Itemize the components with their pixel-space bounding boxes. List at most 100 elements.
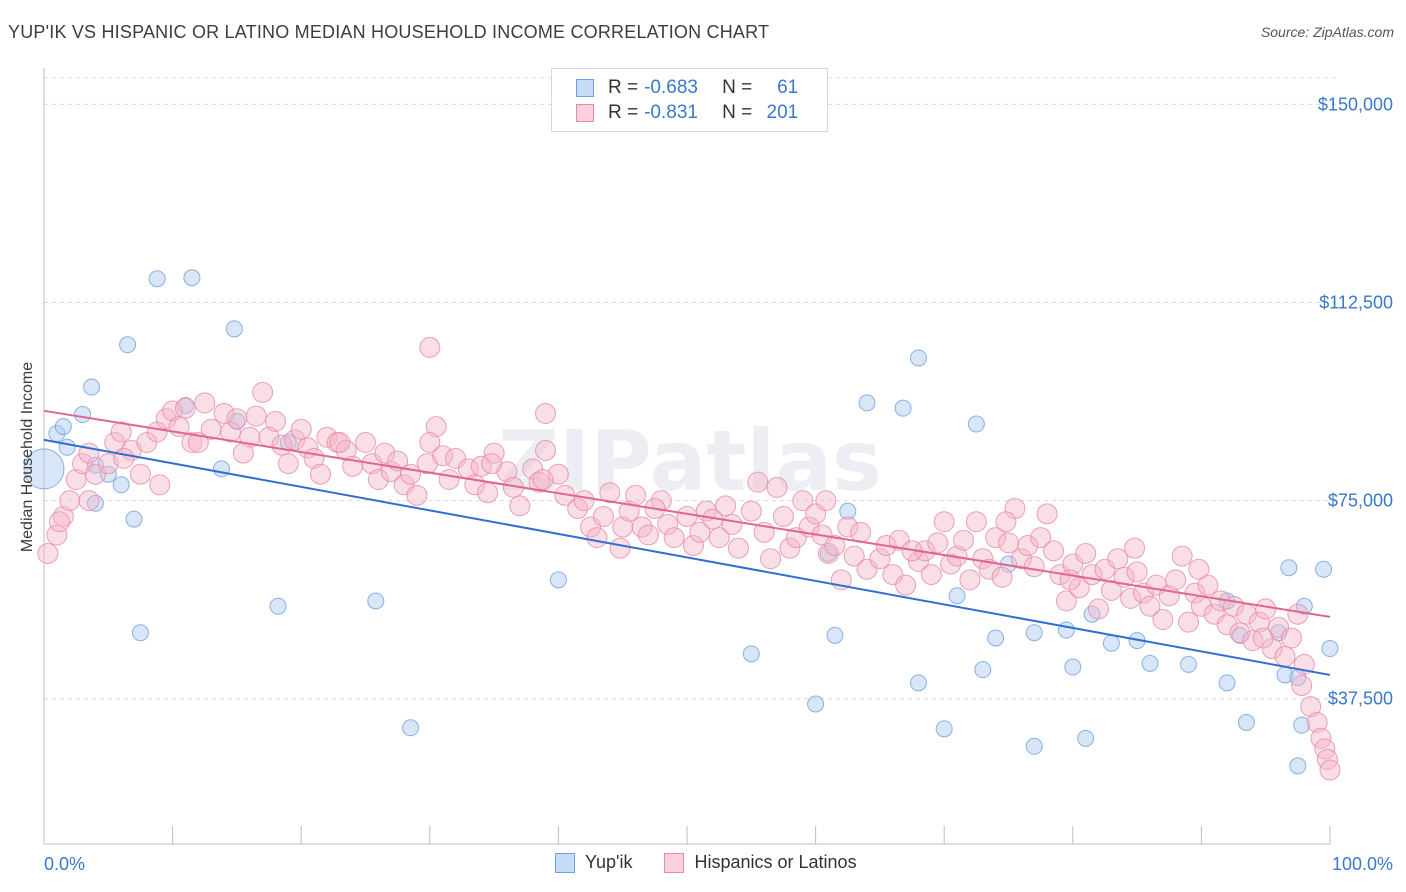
yupik-point: [402, 719, 420, 737]
hispanic-point: [110, 421, 132, 443]
x-tick-label: 100.0%: [1332, 854, 1393, 874]
yupik-point: [183, 269, 201, 287]
yupik-swatch: [576, 79, 594, 97]
y-axis-label: Median Household Income: [19, 361, 36, 553]
hispanic-point: [995, 511, 1017, 533]
yupik-point: [826, 626, 844, 644]
hispanic-point: [419, 336, 441, 358]
hispanic-point: [1274, 645, 1296, 667]
hispanic-point: [316, 426, 338, 448]
hispanic-point: [1043, 540, 1065, 562]
hispanic-point: [1036, 503, 1058, 525]
hispanic-point: [59, 490, 81, 512]
hispanic-point: [843, 545, 865, 567]
hispanic-point: [1010, 548, 1032, 570]
yupik-point: [839, 502, 857, 520]
yupik-point: [948, 587, 966, 605]
hispanic-point: [959, 569, 981, 591]
hispanic-point: [1023, 556, 1045, 578]
yupik-point: [1180, 655, 1198, 673]
yupik-point: [148, 270, 166, 288]
hispanic-point: [113, 447, 135, 469]
hispanic-point: [481, 453, 503, 475]
yupik-point: [74, 406, 92, 424]
hispanic-point: [46, 524, 68, 546]
hispanic-point: [682, 535, 704, 557]
r-label: R =: [608, 102, 639, 123]
hispanic-point: [1287, 603, 1309, 625]
yupik-point: [23, 448, 65, 490]
yupik-point: [1218, 674, 1236, 692]
legend-row-hispanic: R = -0.831 N = 201: [576, 101, 798, 125]
hispanic-point: [1197, 574, 1219, 596]
hispanic-point: [37, 542, 59, 564]
series-legend: Yup'ik Hispanics or Latinos: [555, 852, 889, 873]
yupik-point: [83, 378, 101, 396]
yupik-point: [858, 394, 876, 412]
hispanic-point: [528, 471, 550, 493]
n-value: 201: [766, 102, 799, 123]
r-label: R =: [608, 77, 639, 98]
hispanic-point: [1242, 630, 1264, 652]
n-value: 61: [777, 77, 799, 98]
hispanic-point: [1291, 675, 1313, 697]
yupik-point: [225, 320, 243, 338]
hispanic-point: [612, 516, 634, 538]
yupik-point: [742, 645, 760, 663]
hispanic-point: [245, 405, 267, 427]
chart-title: YUP'IK VS HISPANIC OR LATINO MEDIAN HOUS…: [8, 22, 770, 42]
yupik-point: [1321, 640, 1339, 658]
hispanic-point: [187, 432, 209, 454]
hispanic-point: [895, 574, 917, 596]
yupik-point: [1064, 658, 1082, 676]
hispanic-point: [779, 537, 801, 559]
hispanic-point: [708, 527, 730, 549]
hispanic-point: [149, 474, 171, 496]
hispanic-point: [252, 381, 274, 403]
yupik-point: [987, 629, 1005, 647]
hispanic-point: [509, 495, 531, 517]
hispanic-point: [1124, 537, 1146, 559]
hispanic-point: [609, 537, 631, 559]
hispanic-point: [985, 527, 1007, 549]
hispanic-point: [689, 521, 711, 543]
hispanic-point: [1171, 545, 1193, 567]
yupik-point: [119, 336, 137, 354]
yupik-point: [212, 460, 230, 478]
hispanic-point: [965, 511, 987, 533]
hispanic-point: [174, 397, 196, 419]
hispanic-point: [792, 490, 814, 512]
r-value: -0.683: [644, 77, 698, 98]
hispanic-point: [772, 505, 794, 527]
yupik-point: [1057, 621, 1075, 639]
hispanic-point: [1107, 548, 1129, 570]
hispanic-point: [213, 402, 235, 424]
hispanic-point: [483, 442, 505, 464]
yupik-point: [1289, 757, 1307, 775]
legend-label-hispanic: Hispanics or Latinos: [694, 852, 857, 872]
hispanic-point: [194, 392, 216, 414]
hispanic-point: [535, 402, 557, 424]
hispanic-point: [1088, 598, 1110, 620]
yupik-point: [1315, 560, 1333, 578]
hispanic-point: [592, 505, 614, 527]
hispanic-point: [599, 482, 621, 504]
hispanic-point: [284, 429, 306, 451]
hispanic-point: [277, 453, 299, 475]
yupik-point: [807, 695, 825, 713]
hispanic-point: [1248, 611, 1270, 633]
yupik-point: [935, 720, 953, 738]
hispanic-point: [355, 432, 376, 454]
y-tick-label: $75,000: [1328, 491, 1393, 511]
hispanic-point: [1139, 595, 1161, 617]
hispanic-point: [1100, 579, 1122, 601]
yupik-point: [1025, 624, 1043, 642]
hispanic-point: [219, 421, 241, 443]
hispanic-point: [1030, 527, 1052, 549]
hispanic-point: [1255, 598, 1277, 620]
hispanic-point: [1055, 590, 1077, 612]
yupik-point: [1141, 654, 1159, 672]
hispanic-point: [1229, 622, 1251, 644]
hispanic-point: [869, 548, 891, 570]
legend-item-yupik: Yup'ik: [555, 852, 632, 873]
